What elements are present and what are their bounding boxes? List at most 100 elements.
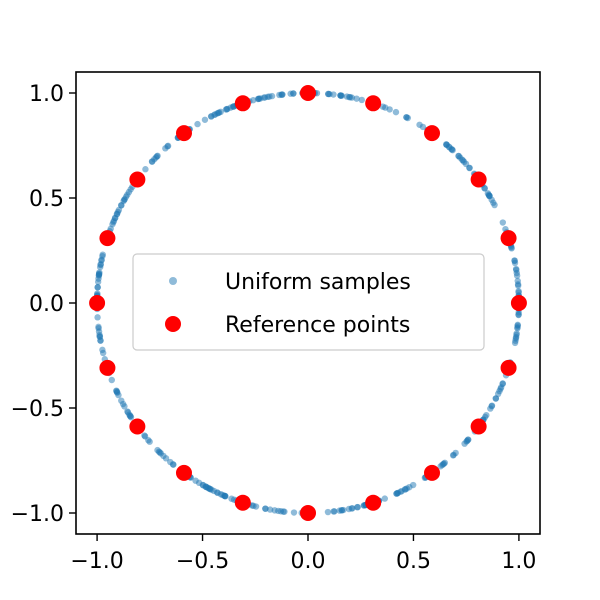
reference-point <box>234 494 251 511</box>
uniform-sample-point <box>94 284 101 291</box>
legend: Uniform samples Reference points <box>132 253 485 351</box>
y-tick-label: 0.0 <box>29 292 64 317</box>
uniform-sample-point <box>169 461 177 468</box>
uniform-sample-point <box>141 432 148 439</box>
uniform-sample-point <box>94 314 101 321</box>
reference-point <box>175 464 192 481</box>
x-tick-label: 1.0 <box>501 549 536 574</box>
uniform-sample-point <box>192 477 199 484</box>
uniform-sample-point <box>394 489 402 497</box>
reference-point <box>470 418 487 435</box>
uniform-sample-point <box>118 202 125 209</box>
y-tick-label: −0.5 <box>11 397 64 422</box>
uniform-sample-point <box>290 90 297 97</box>
uniform-sample-point <box>466 164 473 172</box>
reference-point <box>175 125 192 142</box>
uniform-sample-point <box>491 201 498 209</box>
uniform-sample-point <box>95 328 103 335</box>
reference-point <box>300 505 316 521</box>
uniform-sample-point <box>511 257 518 264</box>
x-tick-label: 0.0 <box>291 549 326 574</box>
uniform-sample-point <box>348 94 356 101</box>
uniform-sample-point <box>262 505 269 512</box>
uniform-sample-point <box>260 94 268 101</box>
uniform-sample-point <box>115 206 123 214</box>
uniform-sample-point <box>452 449 459 457</box>
uniform-sample-point <box>201 116 209 123</box>
uniform-sample-point <box>337 92 344 99</box>
uniform-sample-point <box>354 503 361 511</box>
y-axis: −1.0 −0.5 0.0 0.5 1.0 <box>11 82 76 527</box>
uniform-sample-point <box>200 482 207 489</box>
uniform-sample-point <box>330 91 337 98</box>
uniform-sample-point <box>154 446 161 454</box>
uniform-sample-point <box>194 120 201 128</box>
reference-point <box>424 464 441 481</box>
uniform-sample-point <box>118 397 125 404</box>
uniform-sample-point <box>127 412 134 420</box>
uniform-sample-point <box>336 507 343 514</box>
uniform-sample-point <box>160 452 167 460</box>
uniform-sample-point <box>358 96 365 104</box>
uniform-sample-point <box>95 323 102 331</box>
y-tick-label: −1.0 <box>11 502 64 527</box>
uniform-sample-point <box>121 403 128 410</box>
uniform-sample-point <box>488 196 495 203</box>
uniform-sample-point <box>108 376 115 384</box>
uniform-sample-point <box>324 508 332 516</box>
x-tick-label: −0.5 <box>176 549 229 574</box>
uniform-sample-point <box>409 481 417 489</box>
uniform-sample-point <box>499 219 507 226</box>
reference-point <box>500 230 517 247</box>
uniform-sample-point <box>440 460 448 467</box>
reference-point <box>424 125 441 142</box>
reference-point <box>129 418 146 435</box>
uniform-sample-point <box>148 158 156 165</box>
reference-point <box>300 85 316 101</box>
uniform-sample-point <box>345 505 353 513</box>
legend-marker-uniform-samples <box>169 277 177 285</box>
legend-box <box>132 253 485 351</box>
uniform-sample-point <box>487 405 494 412</box>
uniform-sample-point <box>255 95 263 102</box>
reference-point <box>99 230 116 247</box>
uniform-sample-point <box>97 337 104 344</box>
x-axis: −1.0 −0.5 0.0 0.5 1.0 <box>70 534 536 574</box>
uniform-sample-point <box>386 106 393 113</box>
uniform-sample-point <box>459 156 466 163</box>
legend-label-uniform-samples: Uniform samples <box>225 270 411 295</box>
uniform-sample-point <box>268 92 276 100</box>
uniform-sample-point <box>142 166 149 173</box>
uniform-sample-point <box>207 113 215 120</box>
uniform-sample-point <box>278 91 286 98</box>
uniform-sample-point <box>99 349 107 357</box>
x-tick-label: −1.0 <box>70 549 123 574</box>
uniform-sample-point <box>271 507 278 514</box>
uniform-sample-point <box>514 324 521 331</box>
uniform-sample-point <box>499 380 506 388</box>
uniform-sample-point <box>95 275 102 282</box>
uniform-sample-point <box>277 508 285 515</box>
uniform-sample-point <box>330 508 337 515</box>
uniform-sample-point <box>392 108 400 116</box>
uniform-sample-point <box>96 263 104 271</box>
reference-point <box>470 171 487 188</box>
uniform-sample-point <box>215 109 223 116</box>
x-tick-label: 0.5 <box>396 549 431 574</box>
uniform-sample-point <box>416 121 423 128</box>
uniform-sample-point <box>113 387 120 394</box>
reference-point <box>365 95 382 112</box>
uniform-sample-point <box>514 277 521 285</box>
uniform-sample-point <box>325 90 332 98</box>
uniform-sample-point <box>290 509 298 516</box>
y-tick-label: 0.5 <box>29 187 64 212</box>
uniform-sample-point <box>125 188 133 196</box>
reference-points-layer <box>89 85 527 521</box>
uniform-sample-point <box>164 142 172 150</box>
uniform-sample-point <box>494 390 502 398</box>
reference-point <box>234 95 251 112</box>
uniform-sample-point <box>224 105 231 113</box>
uniform-sample-point <box>252 503 260 510</box>
uniform-sample-point <box>515 289 522 296</box>
